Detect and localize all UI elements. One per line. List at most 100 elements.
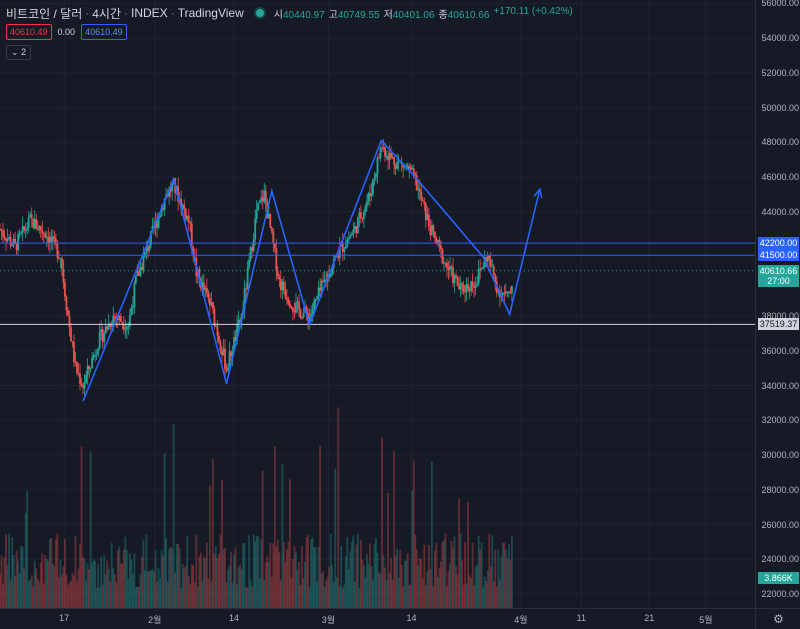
gear-icon: ⚙ [773, 612, 784, 626]
time-tick-label: 17 [59, 613, 70, 623]
volume-bar [115, 582, 118, 608]
volume-bar [41, 552, 44, 608]
candle-body [255, 210, 258, 219]
volume-bar [89, 451, 92, 608]
volume-bar [302, 578, 305, 608]
candle-body [375, 173, 377, 178]
candle-body [159, 215, 161, 218]
interval-label[interactable]: 4시간 [92, 6, 122, 21]
volume-bar [159, 578, 161, 608]
candle-body [213, 308, 216, 326]
volume-bar [110, 543, 113, 608]
chart-area[interactable] [0, 0, 755, 608]
volume-bar [39, 563, 42, 608]
volume-bar [138, 586, 140, 608]
candle-body [156, 220, 158, 228]
candle-body [56, 244, 59, 258]
time-tick-label: 11 [576, 613, 587, 623]
time-tick-label: 21 [644, 613, 655, 623]
volume-bar [319, 446, 322, 608]
candle-body [73, 341, 75, 362]
volume-bar [207, 578, 210, 608]
price-axis[interactable]: 56000.00 54000.00 52000.00 50000.00 48000.00… [755, 0, 800, 608]
indicators-toggle[interactable]: ⌄ 2 [6, 45, 32, 60]
volume-bar [61, 575, 63, 608]
candle-body [163, 198, 166, 210]
candle-body [503, 292, 506, 294]
symbol-name[interactable]: 비트코인 / 달러 [6, 6, 83, 21]
volume-bar [177, 543, 180, 608]
volume-bar [382, 555, 385, 608]
volume-bar [171, 548, 174, 608]
volume-bar [228, 565, 231, 608]
volume-bar [480, 542, 483, 608]
candle-body [27, 217, 30, 228]
candle-body [215, 325, 217, 327]
candle-body [249, 247, 252, 260]
volume-bar [59, 559, 62, 608]
volume-bar [492, 580, 495, 608]
candle-body [456, 277, 459, 286]
candle-body [458, 285, 460, 290]
time-axis[interactable]: 17 2월 14 3월 14 4월 11 21 5월 [0, 608, 755, 629]
candle-body [68, 315, 71, 328]
candle-body [121, 322, 124, 325]
candle-body [308, 316, 311, 322]
volume-bar [178, 547, 181, 608]
candle-body [492, 266, 495, 275]
high-key: 고 [328, 9, 338, 21]
candle-body [275, 248, 278, 272]
candle-body [245, 288, 248, 290]
candle-body [449, 265, 451, 271]
volume-bar [136, 587, 139, 608]
sell-button[interactable]: 40610.49 [6, 24, 52, 40]
candle-body [301, 317, 303, 319]
candle-body [201, 282, 204, 289]
price-chart[interactable] [0, 0, 755, 608]
candle-body [394, 164, 397, 169]
volume-bar [95, 587, 98, 608]
volume-bar [468, 575, 471, 608]
volume-bar [427, 544, 430, 608]
volume-bar [88, 569, 90, 608]
candle-body [42, 232, 45, 234]
volume-bar [183, 568, 186, 608]
candle-body [289, 303, 291, 308]
volume-bar [317, 546, 320, 608]
time-tick-label: 14 [406, 613, 417, 623]
candle-body [0, 229, 1, 231]
volume-bar [208, 485, 211, 608]
candle-body [319, 287, 322, 291]
candle-body [479, 268, 482, 270]
volume-bar [198, 556, 201, 608]
volume-bar [415, 549, 418, 608]
candle-body [144, 252, 146, 257]
candle-body [350, 234, 353, 236]
volume-bar [467, 502, 469, 608]
candle-body [59, 258, 62, 260]
candle-body [468, 288, 471, 292]
buy-button[interactable]: 40610.49 [81, 24, 127, 40]
candle-body [370, 193, 373, 197]
candle-body [207, 292, 210, 299]
volume-bar [139, 574, 142, 608]
candle-body [510, 285, 513, 294]
chart-settings[interactable]: ⚙ [755, 608, 800, 629]
candle-body [316, 296, 318, 299]
volume-bar [355, 544, 358, 608]
volume-bar [483, 576, 486, 608]
candle-body [74, 361, 77, 363]
volume-bar [332, 581, 335, 608]
volume-bar [0, 555, 3, 608]
volume-bar [231, 583, 234, 608]
volume-bar [116, 549, 119, 608]
candle-body [57, 257, 60, 259]
candle-body [94, 355, 97, 357]
volume-bar [12, 554, 15, 608]
volume-bar [471, 542, 474, 608]
candle-body [12, 238, 15, 246]
volume-bar [456, 574, 459, 608]
price-tick-label: 32000.00 [761, 415, 799, 426]
candle-body [136, 271, 139, 276]
price-tick-label: 50000.00 [761, 102, 799, 113]
